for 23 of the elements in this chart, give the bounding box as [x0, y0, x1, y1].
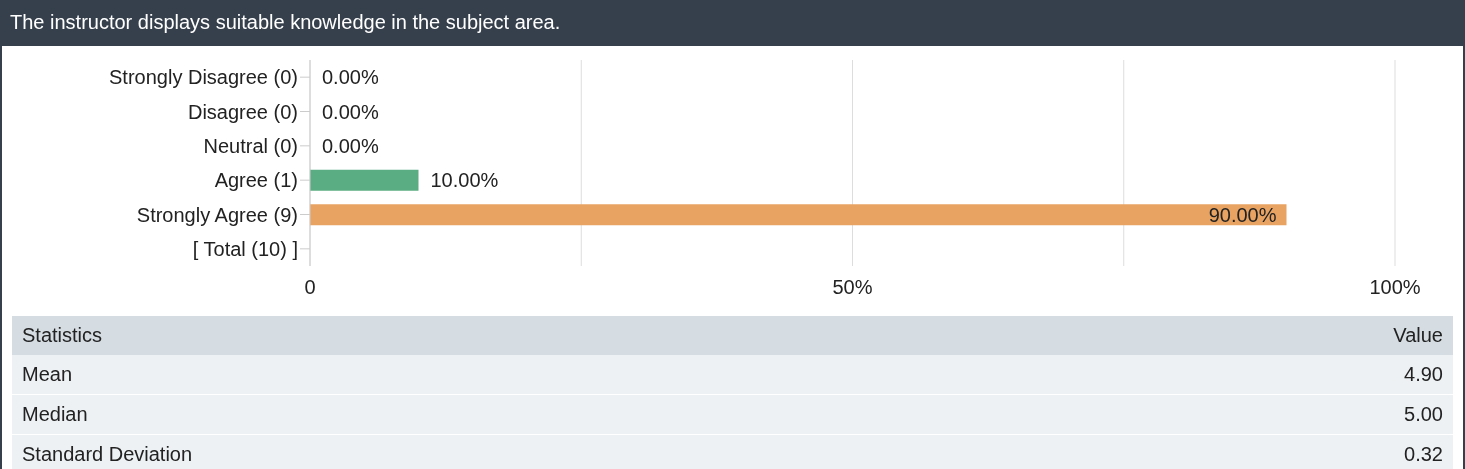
text: Median — [22, 402, 88, 427]
x-tick-label: 0 — [304, 276, 316, 299]
text: 4.90 — [1404, 362, 1443, 387]
y-tick-label: Neutral (0) — [203, 134, 298, 157]
text: 0.32 — [1404, 442, 1443, 467]
y-tick-label: [ Total (10) ] — [192, 237, 298, 260]
data-label: 90.00% — [1208, 203, 1277, 226]
text: Value — [1393, 323, 1443, 348]
chart-title: The instructor displays suitable knowledge in the subject area. — [0, 0, 1465, 46]
x-tick-label: 50% — [832, 276, 873, 299]
text: Mean — [22, 362, 73, 387]
text: 5.00 — [1404, 402, 1443, 427]
text: Statistics — [22, 323, 103, 348]
y-tick-label: Disagree (0) — [187, 100, 298, 123]
data-label: 10.00% — [430, 169, 499, 192]
data-label: 0.00% — [322, 134, 379, 157]
data-label: 0.00% — [322, 66, 379, 89]
text: Standard Deviation — [22, 442, 193, 467]
y-tick-label: Agree (1) — [214, 169, 298, 192]
y-tick-label: Strongly Agree (9) — [136, 203, 298, 226]
x-tick-label: 100% — [1369, 276, 1421, 299]
y-tick-label: Strongly Disagree (0) — [109, 66, 298, 89]
data-label: 0.00% — [322, 100, 379, 123]
